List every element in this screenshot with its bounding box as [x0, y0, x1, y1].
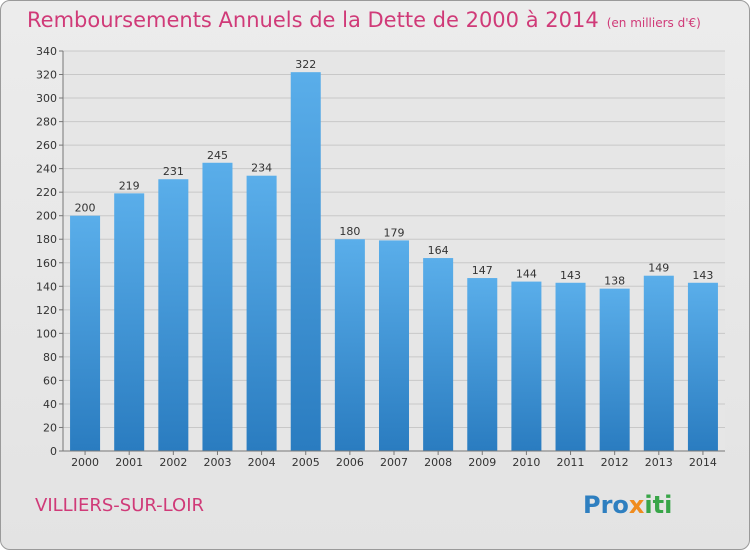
y-tick-label: 320: [36, 69, 57, 82]
x-tick-label: 2000: [71, 456, 99, 469]
y-tick-label: 120: [36, 304, 57, 317]
y-tick-label: 340: [36, 45, 57, 58]
y-tick-label: 100: [36, 327, 57, 340]
bar: [114, 193, 145, 451]
bar-value-label: 180: [339, 225, 360, 238]
bar: [290, 72, 321, 452]
logo-part-1: Pro: [583, 491, 629, 519]
y-tick-label: 280: [36, 116, 57, 129]
bar-value-label: 179: [384, 226, 405, 239]
bar-value-label: 219: [119, 179, 140, 192]
y-tick-label: 220: [36, 186, 57, 199]
x-tick-label: 2007: [380, 456, 408, 469]
x-tick-label: 2004: [248, 456, 276, 469]
bar-value-label: 322: [295, 58, 316, 71]
x-tick-label: 2014: [689, 456, 717, 469]
bar-value-label: 234: [251, 162, 272, 175]
x-tick-label: 2010: [512, 456, 540, 469]
y-tick-label: 160: [36, 257, 57, 270]
x-tick-label: 2005: [292, 456, 320, 469]
chart-title: Remboursements Annuels de la Dette de 20…: [27, 8, 701, 32]
bar: [467, 278, 498, 451]
chart-subtitle: (en milliers d'€): [606, 16, 701, 30]
x-tick-label: 2008: [424, 456, 452, 469]
proxiti-logo: Proxiti: [583, 491, 672, 519]
bar: [599, 288, 630, 451]
x-tick-label: 2006: [336, 456, 364, 469]
bar: [687, 282, 718, 451]
y-tick-label: 200: [36, 210, 57, 223]
bar-value-label: 144: [516, 268, 537, 281]
bar-value-label: 147: [472, 264, 493, 277]
logo-part-3: iti: [644, 491, 673, 519]
bar: [511, 281, 542, 451]
bar-value-label: 245: [207, 149, 228, 162]
bar: [643, 275, 674, 451]
y-tick-label: 140: [36, 280, 57, 293]
axes: 0 20 40 60 80 100 120 140 160 180 200 220 240 260 280 3…: [36, 45, 725, 469]
bar-value-label: 149: [648, 262, 669, 275]
bar-value-label: 143: [560, 269, 581, 282]
x-tick-label: 2003: [203, 456, 231, 469]
logo-part-2: x: [628, 491, 645, 519]
bar: [158, 179, 189, 451]
bars-group: 200 219 231 245 234 322 180 179 164 147 144 143 138 1…: [70, 58, 718, 452]
bar: [334, 239, 365, 451]
bar: [202, 162, 233, 451]
bar-value-label: 138: [604, 275, 625, 288]
x-tick-label: 2012: [601, 456, 629, 469]
y-tick-label: 20: [43, 421, 57, 434]
x-tick-label: 2009: [468, 456, 496, 469]
y-tick-label: 60: [43, 374, 57, 387]
bar: [246, 175, 277, 452]
bar-value-label: 200: [75, 202, 96, 215]
y-tick-label: 40: [43, 398, 57, 411]
bar-value-label: 164: [428, 244, 449, 257]
x-tick-label: 2013: [645, 456, 673, 469]
y-tick-label: 300: [36, 92, 57, 105]
bar: [423, 258, 454, 451]
commune-name: VILLIERS-SUR-LOIR: [35, 495, 205, 516]
y-tick-label: 0: [50, 445, 57, 458]
bar-value-label: 231: [163, 165, 184, 178]
x-tick-label: 2002: [159, 456, 187, 469]
bar: [555, 282, 586, 451]
y-tick-label: 80: [43, 351, 57, 364]
y-tick-label: 240: [36, 163, 57, 176]
bar-value-label: 143: [692, 269, 713, 282]
x-tick-label: 2011: [557, 456, 585, 469]
bar: [70, 215, 101, 451]
x-tick-label: 2001: [115, 456, 143, 469]
y-tick-label: 180: [36, 233, 57, 246]
y-tick-label: 260: [36, 139, 57, 152]
title-text: Remboursements Annuels de la Dette de 20…: [27, 8, 599, 32]
bar: [378, 240, 410, 451]
